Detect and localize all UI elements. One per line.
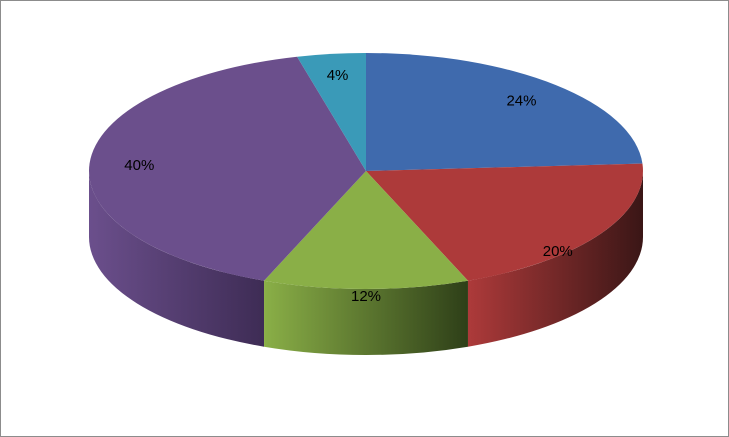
pie-slice-1 — [366, 163, 643, 281]
data-label-4: 4% — [327, 67, 349, 84]
pie-side-3 — [89, 171, 265, 347]
data-label-2: 12% — [351, 288, 381, 305]
pie-slice-2 — [264, 171, 468, 289]
pie-sides — [89, 171, 643, 355]
data-label-3: 40% — [124, 157, 154, 174]
pie-side-2 — [264, 280, 468, 355]
pie-side-1 — [467, 171, 643, 347]
pie-slice-0 — [366, 53, 643, 171]
pie-slice-3 — [88, 56, 367, 281]
data-label-1: 20% — [543, 243, 573, 260]
pie-slice-4 — [297, 53, 366, 171]
data-label-0: 24% — [506, 92, 536, 109]
